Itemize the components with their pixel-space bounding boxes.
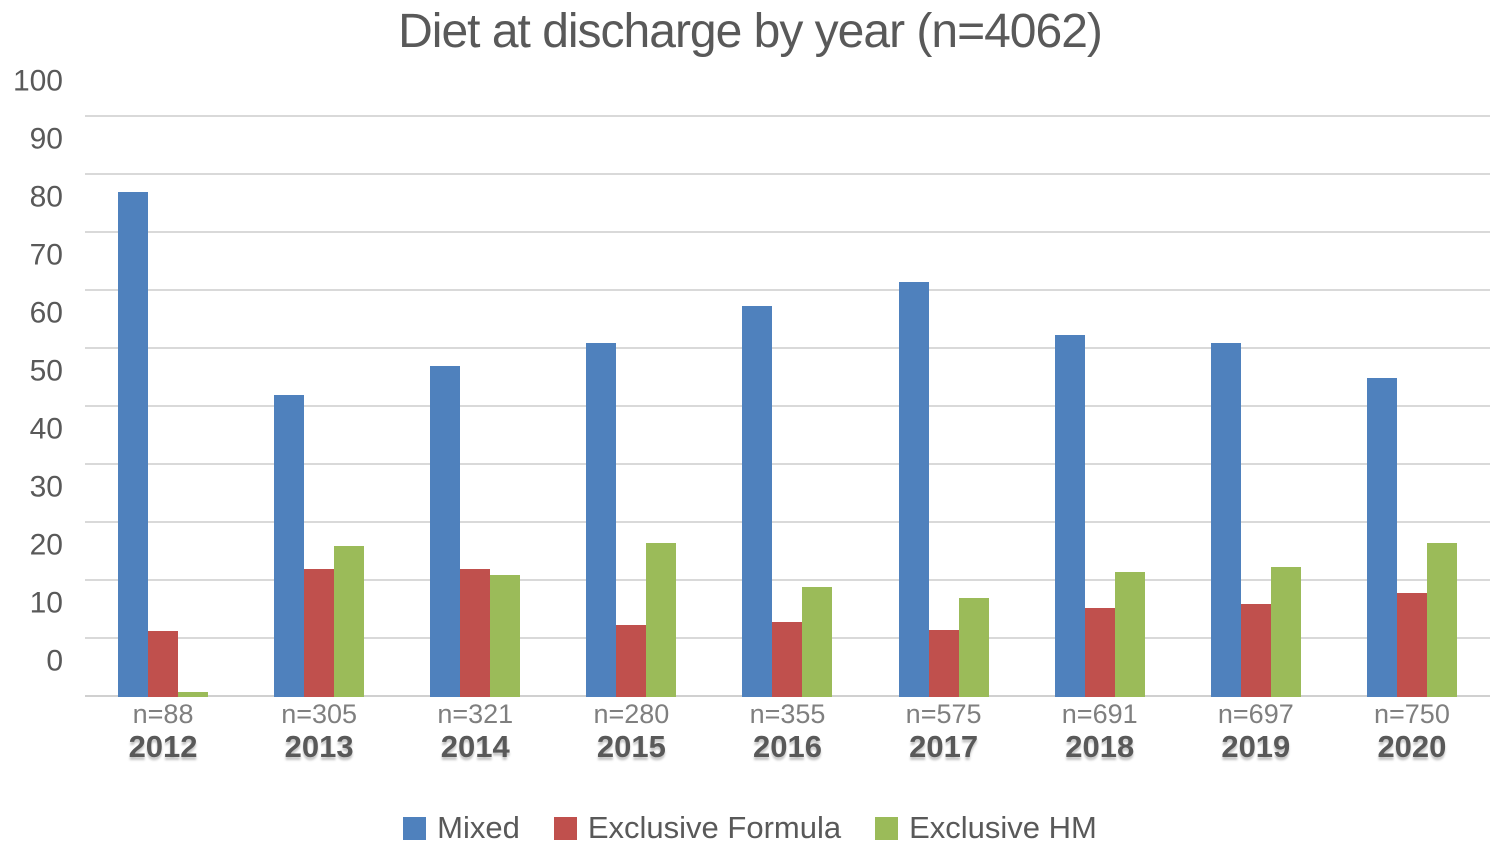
y-tick-label-30: 30 xyxy=(29,470,63,504)
gridline-20 xyxy=(85,579,1490,581)
legend-swatch-icon xyxy=(553,816,577,840)
bar-exclusive-formula-2017 xyxy=(928,630,959,697)
year-label: 2013 xyxy=(284,728,354,764)
x-label-2012: n=88 2012 xyxy=(85,699,241,764)
n-count-label: n=280 xyxy=(593,699,670,729)
legend-label: Mixed xyxy=(437,810,520,845)
x-label-2015: n=280 2015 xyxy=(553,699,709,764)
bar-exclusive-hm-2016 xyxy=(802,586,833,697)
bar-groups xyxy=(85,117,1490,697)
y-tick-label-40: 40 xyxy=(29,412,63,446)
bar-exclusive-formula-2020 xyxy=(1396,592,1427,697)
y-tick-label-0: 0 xyxy=(46,644,63,678)
legend-swatch-icon xyxy=(403,816,427,840)
bar-exclusive-formula-2012 xyxy=(148,630,179,697)
plot-area: 0 10 20 30 40 50 60 70 80 90 100 n=88 2012 n=305 2013 n… xyxy=(13,64,1490,763)
bar-group-2020 xyxy=(1334,117,1490,697)
bar-exclusive-formula-2015 xyxy=(616,624,647,697)
y-tick-label-20: 20 xyxy=(29,528,63,562)
bar-exclusive-formula-2019 xyxy=(1240,604,1271,697)
n-count-label: n=575 xyxy=(905,699,982,729)
bar-group-2018 xyxy=(1022,117,1178,697)
n-count-label: n=305 xyxy=(281,699,358,729)
x-label-2014: n=321 2014 xyxy=(397,699,553,764)
y-tick-label-60: 60 xyxy=(29,296,63,330)
x-label-2013: n=305 2013 xyxy=(241,699,397,764)
year-label: 2015 xyxy=(596,728,666,764)
gridline-40 xyxy=(85,463,1490,465)
x-label-2020: n=750 2020 xyxy=(1334,699,1490,764)
x-label-2016: n=355 2016 xyxy=(709,699,865,764)
n-count-label: n=691 xyxy=(1061,699,1138,729)
bar-group-2019 xyxy=(1178,117,1334,697)
n-count-label: n=355 xyxy=(749,699,826,729)
year-label: 2019 xyxy=(1221,728,1291,764)
legend-item-exclusive-formula: Exclusive Formula xyxy=(553,810,842,846)
bar-group-2017 xyxy=(866,117,1022,697)
gridline-60 xyxy=(85,347,1490,349)
bar-exclusive-hm-2014 xyxy=(490,575,521,697)
bar-group-2013 xyxy=(241,117,397,697)
x-label-2019: n=697 2019 xyxy=(1178,699,1334,764)
bar-mixed-2018 xyxy=(1054,334,1085,697)
gridline-30 xyxy=(85,521,1490,523)
bar-exclusive-hm-2020 xyxy=(1426,543,1457,697)
bar-mixed-2015 xyxy=(586,343,617,697)
y-tick-label-70: 70 xyxy=(29,238,63,272)
bar-mixed-2019 xyxy=(1210,343,1241,697)
bar-exclusive-hm-2018 xyxy=(1114,572,1145,697)
legend-label: Exclusive HM xyxy=(909,810,1097,845)
bar-mixed-2013 xyxy=(274,395,305,697)
n-count-label: n=750 xyxy=(1374,699,1450,729)
bar-exclusive-hm-2013 xyxy=(334,546,365,697)
bar-exclusive-hm-2017 xyxy=(958,598,989,697)
bar-mixed-2012 xyxy=(118,192,149,697)
gridline-90 xyxy=(85,173,1490,175)
legend-item-exclusive-hm: Exclusive HM xyxy=(875,810,1097,846)
y-tick-label-10: 10 xyxy=(29,586,63,620)
bar-group-2015 xyxy=(553,117,709,697)
legend: Mixed Exclusive Formula Exclusive HM xyxy=(0,810,1500,846)
n-count-label: n=697 xyxy=(1217,699,1294,729)
year-label: 2018 xyxy=(1065,728,1135,764)
bar-group-2016 xyxy=(709,117,865,697)
chart-title: Diet at discharge by year (n=4062) xyxy=(398,5,1103,58)
x-label-2018: n=691 2018 xyxy=(1022,699,1178,764)
gridline-70 xyxy=(85,289,1490,291)
legend-item-mixed: Mixed xyxy=(403,810,520,846)
bar-exclusive-formula-2013 xyxy=(304,569,335,697)
x-label-2017: n=575 2017 xyxy=(866,699,1022,764)
bar-group-2012 xyxy=(85,117,241,697)
bar-exclusive-formula-2018 xyxy=(1084,608,1115,697)
y-tick-label-90: 90 xyxy=(29,122,63,156)
legend-label: Exclusive Formula xyxy=(587,810,842,845)
y-tick-label-50: 50 xyxy=(29,354,63,388)
bar-mixed-2016 xyxy=(742,305,773,697)
bar-group-2014 xyxy=(397,117,553,697)
bar-exclusive-formula-2014 xyxy=(460,569,491,697)
n-count-label: n=321 xyxy=(437,699,514,729)
year-label: 2014 xyxy=(440,728,510,764)
gridline-50 xyxy=(85,405,1490,407)
bar-mixed-2014 xyxy=(430,366,461,697)
year-label: 2012 xyxy=(128,728,198,764)
y-tick-label-100: 100 xyxy=(12,64,63,98)
year-label: 2020 xyxy=(1377,728,1447,764)
bar-mixed-2020 xyxy=(1366,378,1397,697)
bar-exclusive-hm-2012 xyxy=(178,692,209,697)
bar-exclusive-formula-2016 xyxy=(772,621,803,697)
x-axis-labels: n=88 2012 n=305 2013 n=321 2014 n=280 2015 n=355… xyxy=(85,699,1490,764)
year-label: 2017 xyxy=(909,728,979,764)
y-tick-label-80: 80 xyxy=(29,180,63,214)
n-count-label: n=88 xyxy=(132,699,194,729)
legend-swatch-icon xyxy=(875,816,899,840)
bar-exclusive-hm-2015 xyxy=(646,543,677,697)
gridline-80 xyxy=(85,231,1490,233)
bar-mixed-2017 xyxy=(898,282,929,697)
gridline-100 xyxy=(85,115,1490,117)
year-label: 2016 xyxy=(753,728,822,764)
bar-exclusive-hm-2019 xyxy=(1270,566,1301,697)
